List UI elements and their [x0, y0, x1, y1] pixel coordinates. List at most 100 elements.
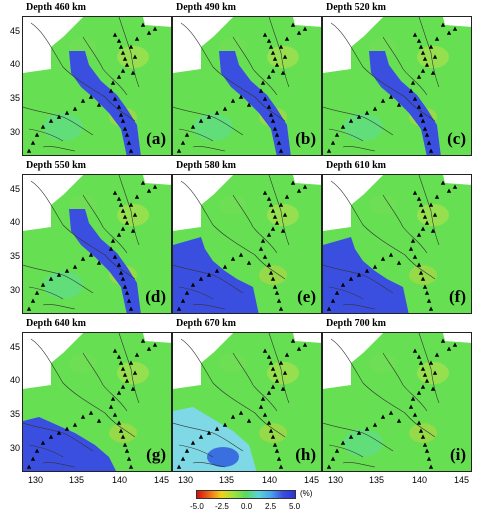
coastline — [328, 128, 376, 152]
coastline — [180, 22, 286, 122]
volcano-triangle — [396, 260, 402, 265]
coastline — [180, 338, 286, 438]
tomography-map — [23, 333, 171, 471]
volcano-triangle — [48, 118, 54, 123]
volcano-triangle — [198, 434, 204, 439]
volcano-triangle — [416, 196, 422, 201]
volcano-triangle — [388, 410, 394, 415]
volcano-triangle — [440, 22, 446, 27]
volcano-triangle — [118, 360, 124, 365]
volcano-triangle — [72, 106, 78, 111]
tomography-map — [23, 17, 171, 155]
coastline — [382, 194, 428, 254]
volcano-triangle — [116, 74, 122, 79]
latitude-tick: 40 — [9, 375, 20, 385]
volcano-triangle — [140, 22, 146, 27]
volcano-triangle — [258, 246, 264, 251]
latitude-tick: 30 — [9, 443, 20, 453]
volcano-triangle — [118, 44, 124, 49]
coastline — [82, 36, 128, 96]
coastline — [178, 128, 226, 152]
volcano-triangle — [266, 420, 272, 425]
volcano-triangle — [48, 276, 54, 281]
volcano-triangle — [270, 208, 276, 213]
volcano-triangle — [262, 96, 268, 101]
volcano-triangle — [422, 284, 428, 289]
volcano-triangle — [440, 180, 446, 185]
volcano-triangle — [190, 440, 196, 445]
volcano-triangle — [270, 118, 276, 123]
volcano-triangle — [206, 114, 212, 119]
velocity-anomaly-blob — [43, 271, 83, 299]
volcano-triangle — [388, 252, 394, 257]
volcano-triangle — [276, 140, 282, 145]
coastline — [28, 128, 76, 152]
volcano-triangle — [116, 390, 122, 395]
volcano-triangle — [184, 132, 190, 137]
volcano-triangle — [268, 360, 274, 365]
latitude-tick: 40 — [9, 59, 20, 69]
coastline — [173, 422, 244, 452]
volcano-triangle — [116, 38, 122, 43]
volcano-triangle — [396, 418, 402, 423]
volcano-triangle — [112, 32, 118, 37]
volcano-triangle — [124, 290, 130, 295]
volcano-triangle — [380, 256, 386, 261]
panel-depth-title: Depth 580 km — [176, 160, 237, 171]
panel-letter: (a) — [146, 129, 166, 148]
velocity-anomaly-blob — [259, 265, 287, 285]
volcano-triangle — [326, 464, 332, 469]
volcano-triangle — [262, 348, 268, 353]
longitude-tick: 140 — [412, 475, 428, 485]
volcano-triangle — [420, 118, 426, 123]
volcano-triangle — [258, 88, 264, 93]
latitude-tick: 45 — [9, 184, 20, 194]
volcano-triangle — [120, 208, 126, 213]
coastline — [268, 17, 290, 88]
volcano-triangle — [230, 256, 236, 261]
map-frame: (e) — [172, 174, 322, 314]
volcano-triangle — [412, 254, 418, 259]
volcano-triangle — [408, 404, 414, 409]
volcano-triangle — [214, 110, 220, 115]
volcano-triangle — [274, 290, 280, 295]
volcano-triangle — [274, 62, 280, 67]
volcano-triangle — [420, 68, 426, 73]
volcano-triangle — [278, 44, 284, 49]
volcano-triangle — [296, 30, 302, 35]
coastline — [30, 22, 136, 122]
volcano-triangle — [416, 74, 422, 79]
volcano-triangle — [222, 264, 228, 269]
panel-depth-title: Depth 490 km — [176, 2, 237, 13]
volcano-triangle — [372, 106, 378, 111]
volcano-triangle — [230, 98, 236, 103]
volcano-triangle — [412, 190, 418, 195]
tomography-panel: Depth 520 km (c) — [322, 2, 472, 156]
volcano-triangle — [56, 114, 62, 119]
volcano-triangle — [296, 188, 302, 193]
longitude-tick: 145 — [304, 475, 320, 485]
coastline — [180, 180, 286, 280]
volcano-triangle — [274, 220, 280, 225]
volcano-triangle — [40, 124, 46, 129]
coastline — [330, 338, 436, 438]
map-frame: (h) — [172, 332, 322, 472]
volcano-triangle — [180, 140, 186, 145]
volcano-triangle — [424, 378, 430, 383]
volcano-triangle — [120, 276, 126, 281]
volcano-triangle — [122, 56, 128, 61]
panel-depth-title: Depth 460 km — [26, 2, 87, 13]
map-frame: (d) — [22, 174, 172, 314]
volcano-triangle — [96, 418, 102, 423]
volcano-triangle — [420, 366, 426, 371]
volcano-triangle — [412, 96, 418, 101]
fast-anomaly-region — [369, 51, 441, 155]
coastline — [28, 444, 76, 468]
colorbar-tick: -5.0 — [190, 502, 204, 511]
volcano-triangle — [416, 354, 422, 359]
panel-depth-title: Depth 610 km — [326, 160, 387, 171]
coastline — [382, 352, 428, 412]
volcano-triangle — [116, 262, 122, 267]
map-frame: (g) — [22, 332, 172, 472]
velocity-anomaly-blob — [219, 195, 247, 215]
